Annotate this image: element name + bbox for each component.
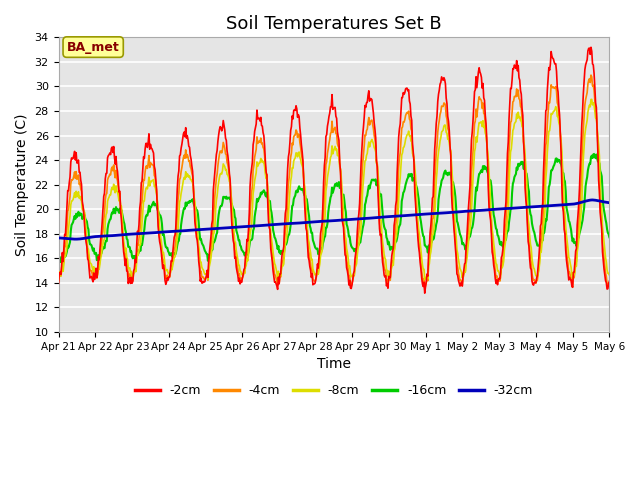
Y-axis label: Soil Temperature (C): Soil Temperature (C): [15, 113, 29, 256]
Text: BA_met: BA_met: [67, 41, 120, 54]
Legend: -2cm, -4cm, -8cm, -16cm, -32cm: -2cm, -4cm, -8cm, -16cm, -32cm: [130, 379, 538, 402]
Title: Soil Temperatures Set B: Soil Temperatures Set B: [226, 15, 442, 33]
X-axis label: Time: Time: [317, 357, 351, 371]
